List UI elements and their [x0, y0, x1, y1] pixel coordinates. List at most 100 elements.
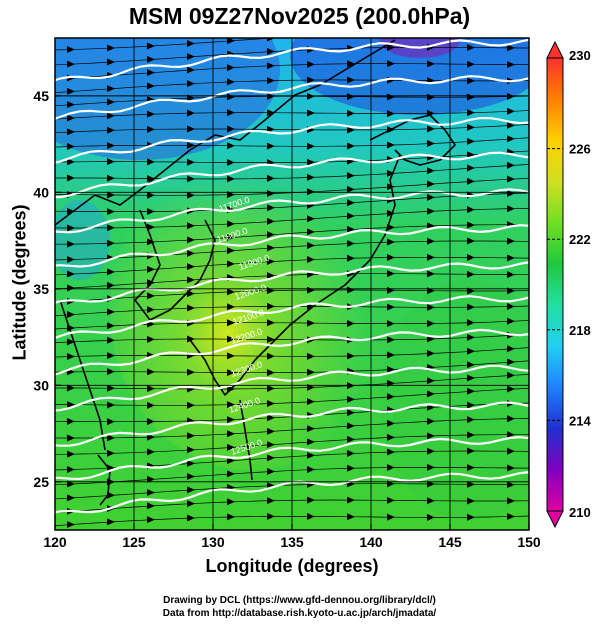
wind-arrow: [427, 125, 435, 133]
x-axis-label: Longitude (degrees): [205, 556, 379, 576]
streamline: [55, 150, 529, 163]
wind-arrow: [147, 265, 155, 273]
colorbar-scale: [546, 57, 564, 512]
wind-arrow: [67, 311, 75, 319]
wind-arrow: [307, 466, 315, 474]
wind-arrow: [147, 292, 155, 300]
streamline: [55, 63, 529, 80]
wind-arrow: [107, 434, 115, 442]
wind-arrow: [507, 302, 515, 310]
wind-arrow: [307, 496, 315, 504]
x-tick-label: 125: [122, 534, 146, 550]
wind-arrow: [507, 44, 515, 52]
wind-arrow: [267, 352, 275, 360]
wind-arrow: [187, 141, 195, 149]
wind-arrow: [107, 336, 115, 344]
wind-arrow: [467, 77, 475, 85]
wind-arrow: [387, 320, 395, 328]
wind-arrow: [107, 126, 115, 134]
wind-arrow: [307, 228, 315, 236]
wind-arrow: [227, 319, 235, 327]
wind-arrow: [187, 80, 195, 88]
colorbar-tick-label: 210: [569, 505, 591, 520]
wind-arrow: [67, 60, 75, 68]
wind-arrow: [227, 109, 235, 117]
wind-arrow: [347, 422, 355, 430]
wind-arrow: [107, 142, 115, 150]
wind-arrow: [347, 60, 355, 68]
wind-arrow: [147, 368, 155, 376]
wind-arrow: [187, 109, 195, 117]
wind-arrow: [467, 464, 475, 472]
wind-arrow: [107, 174, 115, 182]
wind-arrow: [467, 93, 475, 101]
wind-arrow: [427, 139, 435, 147]
wind-arrow: [267, 92, 275, 100]
wind-arrow: [347, 254, 355, 262]
wind-arrow: [467, 177, 475, 185]
colorbar-tick-label: 222: [569, 232, 591, 247]
wind-arrow: [467, 333, 475, 341]
wind-arrow: [347, 93, 355, 101]
wind-arrow: [147, 42, 155, 50]
wind-arrow: [187, 236, 195, 244]
wind-arrow: [187, 368, 195, 376]
wind-arrow: [387, 336, 395, 344]
wind-arrow: [307, 142, 315, 150]
wind-arrow: [307, 512, 315, 520]
wind-arrow: [387, 169, 395, 177]
x-tick-label: 135: [280, 534, 304, 550]
x-tick-label: 140: [359, 534, 383, 550]
wind-arrow: [67, 434, 75, 442]
wind-arrow: [467, 237, 475, 245]
wind-arrow: [147, 385, 155, 393]
streamline: [55, 305, 529, 317]
wind-arrow: [227, 159, 235, 167]
wind-arrow: [387, 419, 395, 427]
wind-arrow: [427, 463, 435, 471]
wind-arrow: [267, 142, 275, 150]
wind-arrow: [507, 431, 515, 439]
wind-arrow: [187, 175, 195, 183]
wind-arrow: [67, 207, 75, 215]
wind-arrow: [347, 395, 355, 403]
wind-arrow: [67, 352, 75, 360]
wind-arrow: [427, 193, 435, 201]
wind-arrow: [107, 352, 115, 360]
wind-arrow: [227, 64, 235, 72]
wind-arrow: [227, 93, 235, 101]
wind-arrow: [507, 345, 515, 353]
wind-arrow: [507, 107, 515, 115]
wind-arrow: [387, 29, 395, 36]
wind-arrow: [227, 303, 235, 311]
wind-arrow: [267, 414, 275, 422]
wind-arrow: [347, 464, 355, 472]
wind-arrow: [227, 498, 235, 506]
wind-arrow: [347, 239, 355, 247]
streamline: [55, 347, 529, 358]
wind-arrow: [67, 338, 75, 346]
wind-arrow: [107, 518, 115, 526]
streamline: [55, 164, 529, 180]
wind-arrow: [107, 368, 115, 376]
wind-arrow: [347, 199, 355, 207]
wind-arrow: [107, 85, 115, 93]
wind-arrow: [467, 206, 475, 214]
streamline: [55, 374, 529, 390]
colorbar-tick-label: 218: [569, 323, 591, 338]
wind-arrow: [307, 438, 315, 446]
wind-arrow: [347, 319, 355, 327]
temperature-field: [55, 38, 529, 530]
wind-arrow: [267, 335, 275, 343]
wind-arrow: [427, 253, 435, 261]
wind-arrow: [467, 137, 475, 145]
wind-arrow: [107, 44, 115, 52]
wind-arrow: [267, 217, 275, 225]
wind-arrow: [227, 288, 235, 296]
wind-arrow: [187, 401, 195, 409]
wind-arrow: [187, 263, 195, 271]
wind-arrow: [107, 418, 115, 426]
wind-arrow: [507, 317, 515, 325]
wind-arrow: [347, 212, 355, 220]
streamline: [55, 387, 529, 406]
